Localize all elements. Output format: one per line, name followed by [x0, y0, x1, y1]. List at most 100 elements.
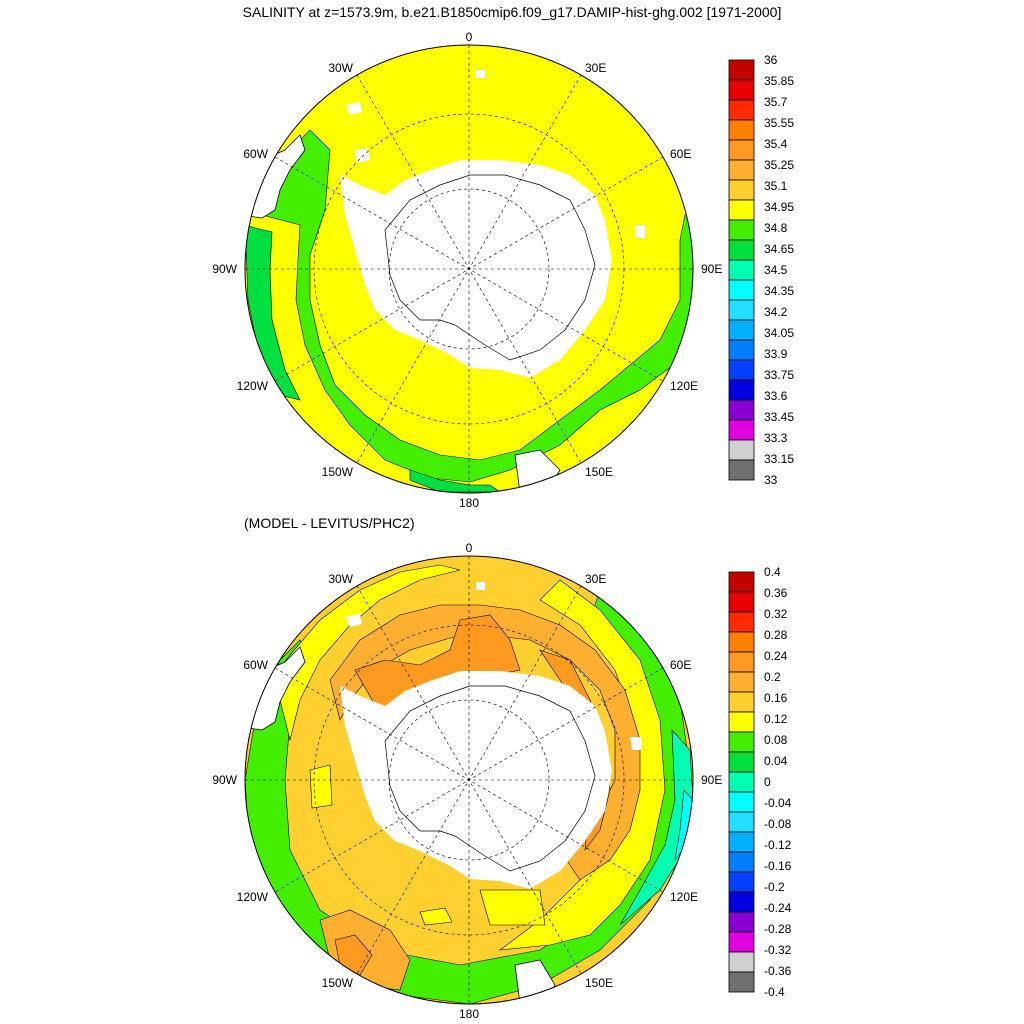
colorbar-label: -0.2: [764, 880, 785, 894]
colorbar-label: 0: [764, 775, 771, 789]
colorbar-label: 34.05: [764, 326, 794, 340]
salinity-longitude-labels: 0 180 90W 90E 30W 60W 30E 60E 120W 150W …: [212, 30, 722, 510]
colorbar-swatch: [728, 219, 755, 241]
difference-band-yellow-sw-patch: [419, 907, 453, 926]
colorbar-label: -0.36: [764, 964, 792, 978]
colorbar-swatch: [728, 239, 755, 261]
colorbar-label: 35.25: [764, 158, 794, 172]
colorbar-swatch: [728, 379, 755, 401]
lon-label-lr2: 150E: [585, 976, 613, 990]
colorbar-label: -0.24: [764, 901, 792, 915]
colorbar-swatch: [728, 891, 755, 913]
colorbar-label: 33.15: [764, 452, 794, 466]
colorbar-swatch: [728, 399, 755, 421]
colorbar-swatch: [728, 771, 755, 793]
colorbar-label: 33.3: [764, 431, 788, 445]
colorbar-label: -0.04: [764, 796, 792, 810]
colorbar-swatch: [728, 279, 755, 301]
colorbar-swatch: [728, 299, 755, 321]
lon-label-left: 90W: [212, 262, 237, 276]
colorbar-label: 35.1: [764, 179, 788, 193]
salinity-land-patch-weddell: [355, 148, 370, 163]
colorbar-label: 33.6: [764, 389, 788, 403]
colorbar-label: 36: [764, 53, 778, 67]
colorbar-label: 0.2: [764, 670, 781, 684]
colorbar-swatch: [728, 751, 755, 773]
difference-land-south-georgia: [345, 614, 362, 627]
colorbar-label: 34.35: [764, 284, 794, 298]
colorbar-swatch: [728, 419, 755, 441]
colorbar-label: 0.36: [764, 586, 788, 600]
colorbar-label: 33.75: [764, 368, 794, 382]
colorbar-label: 0.16: [764, 691, 788, 705]
colorbar-swatch: [728, 851, 755, 873]
colorbar-swatch: [728, 119, 755, 141]
colorbar-swatch: [728, 139, 755, 161]
salinity-graticule: [245, 45, 693, 493]
lon-label-ul2: 60W: [243, 658, 268, 672]
colorbar-label: 0.12: [764, 712, 788, 726]
salinity-land-bouvet: [475, 70, 485, 78]
lon-label-bottom: 180: [459, 496, 479, 510]
difference-coastline-antarctica: [384, 685, 596, 872]
colorbar-label: 34.95: [764, 200, 794, 214]
colorbar-swatch: [728, 651, 755, 673]
difference-land-kerguelen: [630, 737, 642, 750]
difference-land-south-america: [245, 646, 306, 731]
colorbar-label: 35.4: [764, 137, 788, 151]
lon-label-ur2: 60E: [670, 658, 691, 672]
colorbar-swatch: [728, 871, 755, 893]
colorbar-swatch: [728, 159, 755, 181]
difference-map-border: [244, 555, 694, 1005]
colorbar-label: 34.65: [764, 242, 794, 256]
colorbar-swatch: [728, 931, 755, 953]
salinity-colorbar: 36 35.85 35.7 35.55 35.4 35.25 35.1 34.95 34.8 34…: [728, 53, 794, 487]
colorbar-label: 35.7: [764, 95, 788, 109]
lon-label-right: 90E: [701, 262, 722, 276]
colorbar-swatch: [728, 691, 755, 713]
colorbar-label: 33.45: [764, 410, 794, 424]
colorbar-label: -0.12: [764, 838, 792, 852]
colorbar-swatch: [728, 811, 755, 833]
colorbar-label: 33: [764, 473, 778, 487]
lon-label-top: 0: [466, 30, 473, 44]
colorbar-label: 0.04: [764, 754, 788, 768]
lon-label-ll2: 150W: [322, 976, 354, 990]
lon-label-ll1: 120W: [237, 379, 269, 393]
colorbar-swatch: [728, 259, 755, 281]
salinity-map: 0 180 90W 90E 30W 60W 30E 60E 120W 150W …: [212, 30, 794, 510]
lon-label-lr1: 120E: [670, 890, 698, 904]
difference-colorbar: 0.4 0.36 0.32 0.28 0.24 0.2 0.16 0.12 0.08 0.04 0 -…: [728, 565, 792, 999]
colorbar-swatch: [728, 731, 755, 753]
colorbar-swatch: [728, 199, 755, 221]
colorbar-swatch: [728, 79, 755, 101]
difference-band-yellow-south: [479, 889, 546, 926]
colorbar-label: 33.9: [764, 347, 788, 361]
colorbar-swatch: [728, 359, 755, 381]
colorbar-label: -0.32: [764, 943, 792, 957]
difference-map-title: (MODEL - LEVITUS/PHC2): [244, 515, 415, 531]
salinity-coastline-antarctica: [384, 174, 596, 361]
colorbar-swatch: [728, 671, 755, 693]
colorbar-swatch: [728, 611, 755, 633]
colorbar-label: -0.4: [764, 985, 785, 999]
colorbar-swatch: [728, 99, 755, 121]
difference-band-orange-ring: [329, 604, 641, 881]
difference-band-yellow-outer: [498, 579, 666, 951]
lon-label-top: 0: [466, 541, 473, 555]
lon-label-bottom: 180: [459, 1007, 479, 1021]
lon-label-ur1: 30E: [585, 61, 606, 75]
difference-map: 0 180 90W 90E 30W 60W 30E 60E 120W 150W …: [212, 541, 791, 1021]
lon-label-ur2: 60E: [670, 147, 691, 161]
colorbar-swatch: [728, 439, 755, 461]
difference-longitude-labels: 0 180 90W 90E 30W 60W 30E 60E 120W 150W …: [212, 541, 722, 1021]
difference-graticule: [245, 556, 693, 1004]
lon-label-lr1: 120E: [670, 379, 698, 393]
colorbar-label: -0.28: [764, 922, 792, 936]
colorbar-label: 34.8: [764, 221, 788, 235]
colorbar-swatch: [728, 911, 755, 933]
lon-label-ur1: 30E: [585, 572, 606, 586]
colorbar-swatch: [728, 591, 755, 613]
lon-label-ul2: 60W: [243, 147, 268, 161]
colorbar-label: 0.28: [764, 628, 788, 642]
